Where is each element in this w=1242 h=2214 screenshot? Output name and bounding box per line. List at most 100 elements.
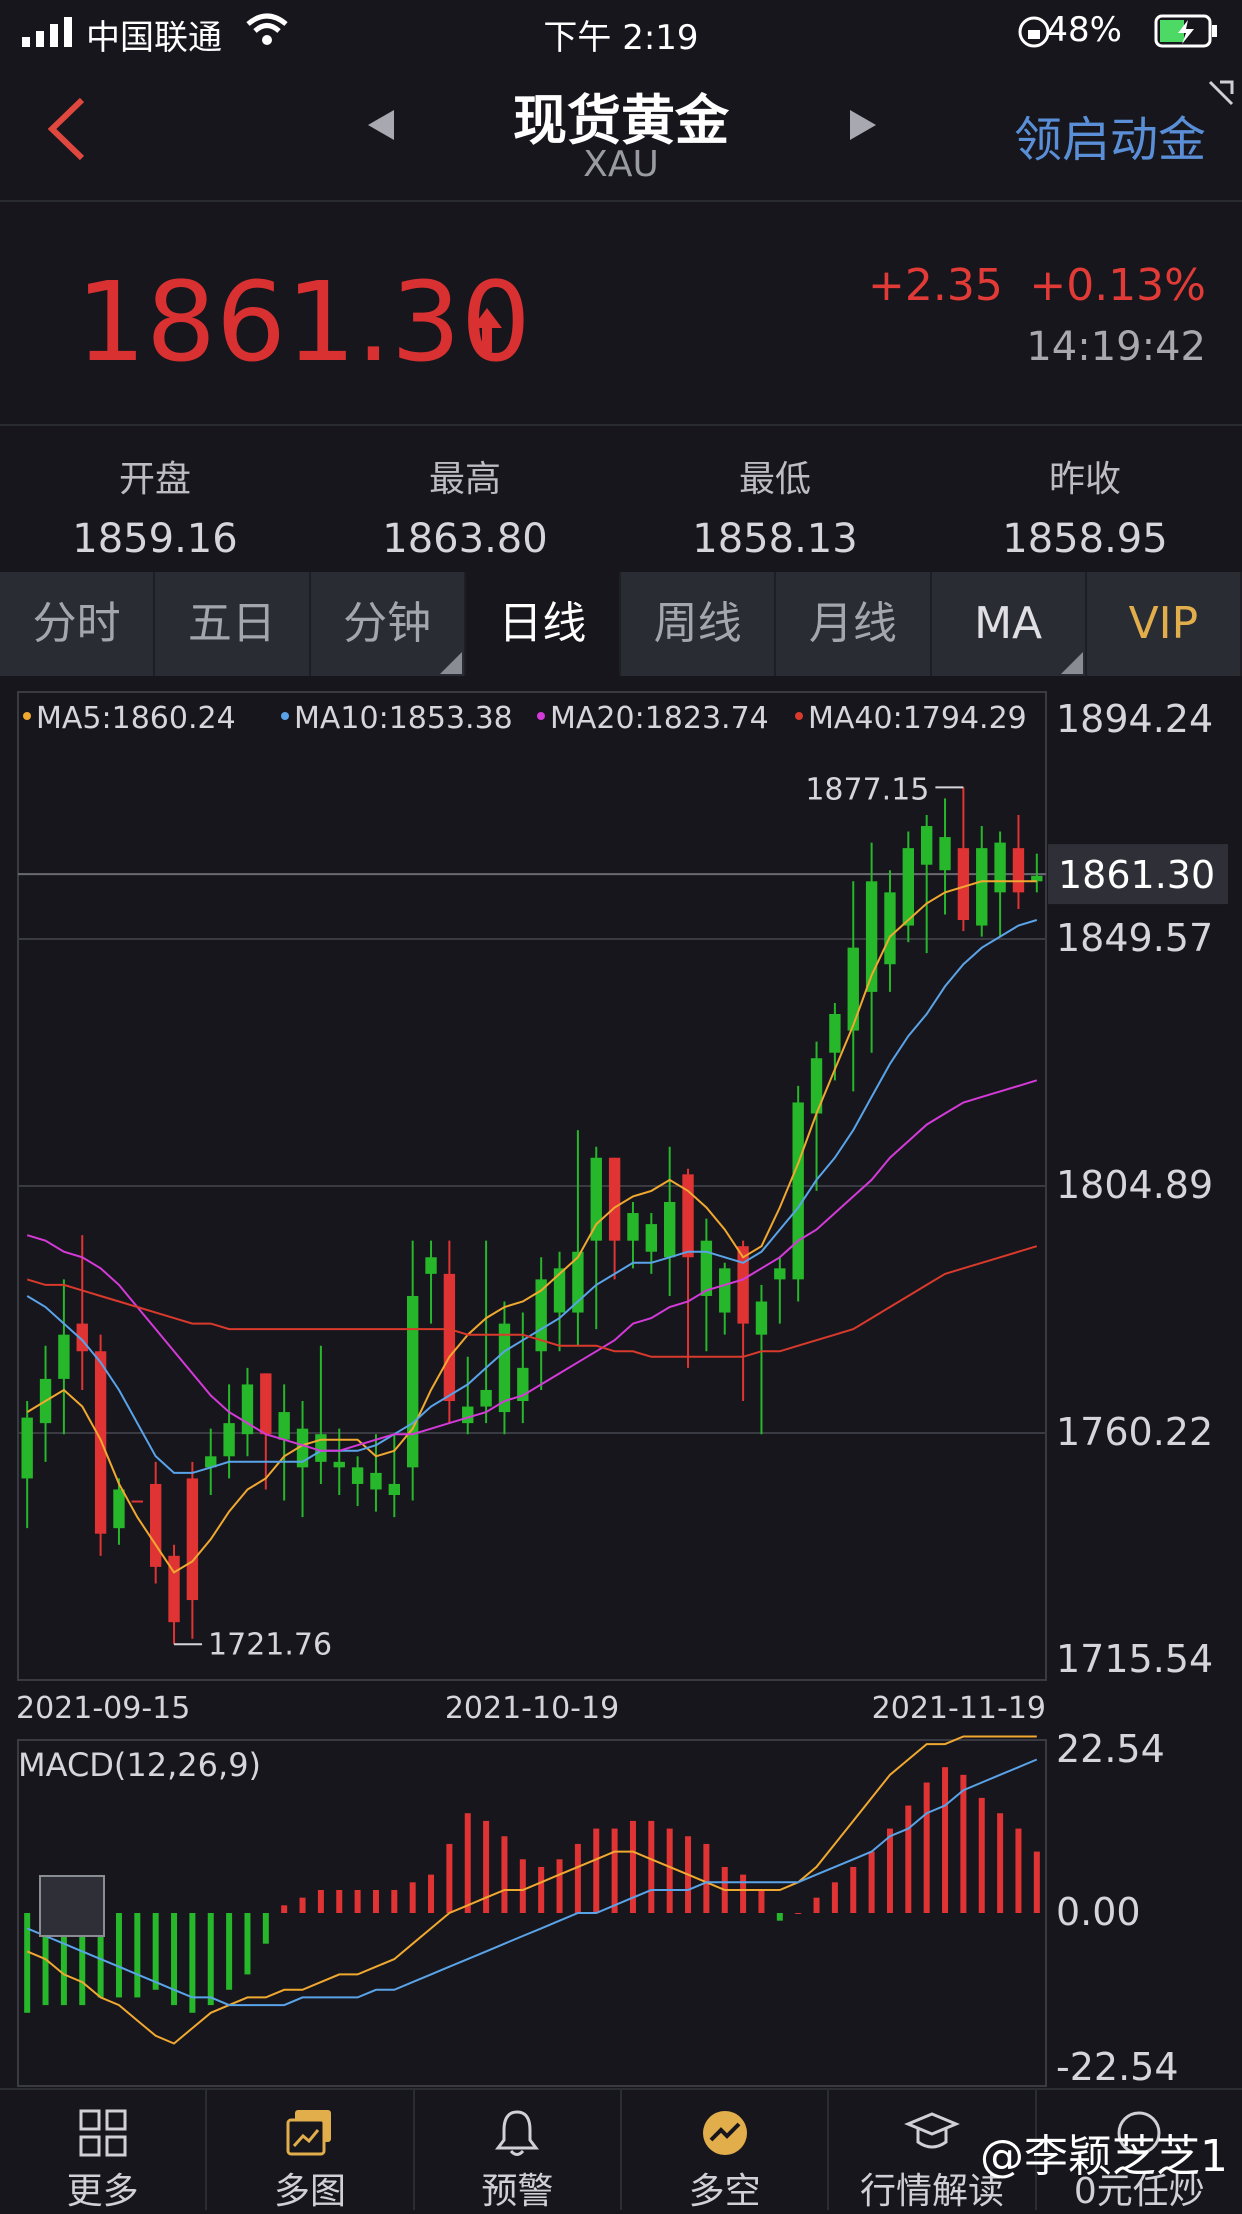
tab-five-day[interactable]: 五日 bbox=[155, 572, 311, 676]
status-bar: 中国联通 下午 2:19 48% bbox=[0, 0, 1242, 64]
x-tick-label: 2021-10-19 bbox=[445, 1691, 619, 1726]
current-price-tag bbox=[1048, 844, 1228, 905]
macd-bar bbox=[354, 1889, 361, 1913]
current-price: 1861.30 bbox=[76, 258, 531, 386]
quote-panel: 1861.30 +2.35 +0.13% 14:19:42 bbox=[0, 200, 1242, 424]
candle bbox=[829, 1013, 841, 1053]
candle bbox=[645, 1224, 658, 1252]
macd-label: MACD(12,26,9) bbox=[18, 1746, 261, 1784]
macd-bar bbox=[942, 1767, 949, 1913]
tab-daily[interactable]: 日线 bbox=[465, 572, 621, 676]
macd-bar bbox=[189, 1913, 196, 2013]
header: 现货黄金 XAU 领启动金 bbox=[0, 64, 1242, 200]
macd-bar bbox=[886, 1828, 893, 1913]
legend-entry: MA20:1823.74 bbox=[550, 701, 769, 736]
wifi-icon bbox=[244, 12, 290, 55]
y-tick-label: 1760.22 bbox=[1056, 1410, 1213, 1454]
prev-arrow-icon[interactable] bbox=[366, 108, 396, 146]
candle bbox=[517, 1367, 529, 1402]
legend-dot bbox=[281, 712, 289, 720]
candle bbox=[462, 1406, 474, 1424]
signal-icon bbox=[22, 16, 78, 56]
candle bbox=[58, 1334, 70, 1379]
macd-bar bbox=[795, 1913, 802, 1914]
macd-bar bbox=[813, 1897, 820, 1913]
page-title: 现货黄金 bbox=[513, 89, 729, 152]
nav-market-insight[interactable]: 行情解读 bbox=[829, 2090, 1037, 2212]
macd-bar bbox=[611, 1828, 618, 1913]
macd-bar bbox=[648, 1820, 655, 1913]
bell-icon bbox=[415, 2104, 620, 2162]
candle bbox=[315, 1434, 327, 1462]
candle bbox=[425, 1257, 437, 1274]
tab-monthly[interactable]: 月线 bbox=[776, 572, 932, 676]
macd-bar bbox=[538, 1866, 545, 1913]
tab-minute[interactable]: 分钟 bbox=[311, 572, 466, 676]
nav-more[interactable]: 更多 bbox=[0, 2090, 208, 2212]
macd-y-tick: -22.54 bbox=[1056, 2045, 1179, 2088]
macd-bar bbox=[593, 1828, 600, 1913]
legend-entry: MA40:1794.29 bbox=[808, 701, 1027, 736]
carrier-name: 中国联通 bbox=[86, 18, 222, 58]
macd-bar bbox=[446, 1843, 453, 1913]
candlestick-chart[interactable]: 1894.24 1849.57 1804.89 1760.22 1715.54 1861.… bbox=[0, 680, 1242, 2088]
header-action-link[interactable]: 领启动金 bbox=[1013, 112, 1206, 168]
overlay-toggle-icon bbox=[39, 1875, 105, 1937]
clock: 下午 2:19 bbox=[543, 18, 699, 58]
candle bbox=[608, 1157, 621, 1241]
current-price-tag-label: 1861.30 bbox=[1058, 853, 1215, 897]
legend-dot bbox=[537, 712, 545, 720]
orientation-lock-icon bbox=[1016, 14, 1052, 59]
candle bbox=[572, 1251, 584, 1313]
price-change: +2.35 bbox=[868, 260, 1003, 311]
macd-bar bbox=[978, 1797, 985, 1913]
tab-intraday[interactable]: 分时 bbox=[0, 572, 156, 676]
y-tick-label: 1804.89 bbox=[1056, 1163, 1213, 1207]
expand-corner-icon bbox=[1206, 78, 1236, 112]
candle bbox=[700, 1240, 713, 1296]
macd-bar bbox=[317, 1889, 324, 1913]
tab-ma[interactable]: MA bbox=[932, 572, 1087, 676]
macd-bar bbox=[97, 1913, 104, 1998]
tab-vip[interactable]: VIP bbox=[1087, 572, 1242, 676]
candle bbox=[241, 1384, 254, 1435]
macd-bar bbox=[391, 1889, 398, 1913]
period-tabs: 分时 五日 分钟 日线 周线 月线 MA VIP bbox=[0, 572, 1242, 676]
tab-weekly[interactable]: 周线 bbox=[621, 572, 777, 676]
macd-bar bbox=[666, 1828, 673, 1913]
nav-alert[interactable]: 预警 bbox=[415, 2090, 622, 2212]
macd-bar bbox=[226, 1913, 233, 1990]
macd-bar bbox=[207, 1913, 214, 2006]
macd-bar bbox=[776, 1913, 783, 1921]
candle bbox=[627, 1213, 639, 1241]
legend-entry: MA10:1853.38 bbox=[294, 701, 513, 736]
macd-bar bbox=[501, 1836, 508, 1913]
macd-bar bbox=[758, 1889, 765, 1913]
candle bbox=[205, 1456, 217, 1468]
candle bbox=[682, 1174, 694, 1258]
candle bbox=[1012, 848, 1025, 893]
candle bbox=[663, 1201, 676, 1258]
low-label: 1721.76 bbox=[208, 1627, 332, 1662]
nav-multi-chart[interactable]: 多图 bbox=[207, 2090, 415, 2212]
stat-prev-close: 昨收 1858.95 bbox=[1002, 459, 1168, 562]
macd-bar bbox=[134, 1913, 141, 1998]
x-tick-label: 2021-09-15 bbox=[16, 1691, 190, 1726]
macd-bar bbox=[997, 1813, 1004, 1913]
candle bbox=[278, 1412, 290, 1440]
back-button[interactable] bbox=[44, 94, 88, 168]
ma-line-ma5 bbox=[26, 880, 1037, 1574]
macd-dif-line bbox=[26, 1735, 1037, 2045]
candle bbox=[351, 1467, 364, 1484]
ma-line-ma40 bbox=[26, 1245, 1038, 1358]
candle bbox=[480, 1389, 492, 1407]
stats-row: 开盘 1859.16 最高 1863.80 最低 1858.13 昨收 1858.95 bbox=[0, 424, 1242, 570]
next-arrow-icon[interactable] bbox=[848, 108, 878, 146]
macd-bar bbox=[281, 1905, 288, 1913]
macd-bar bbox=[79, 1913, 86, 2006]
nav-bull-bear[interactable]: 多空 bbox=[622, 2090, 830, 2212]
candle bbox=[994, 842, 1006, 893]
nav-free-trade[interactable]: 0元任炒 bbox=[1037, 2090, 1242, 2212]
bottom-nav: 更多 多图 预警 多空 行情解读 0元任炒 bbox=[0, 2088, 1242, 2212]
battery-percent: 48% bbox=[1046, 10, 1122, 50]
